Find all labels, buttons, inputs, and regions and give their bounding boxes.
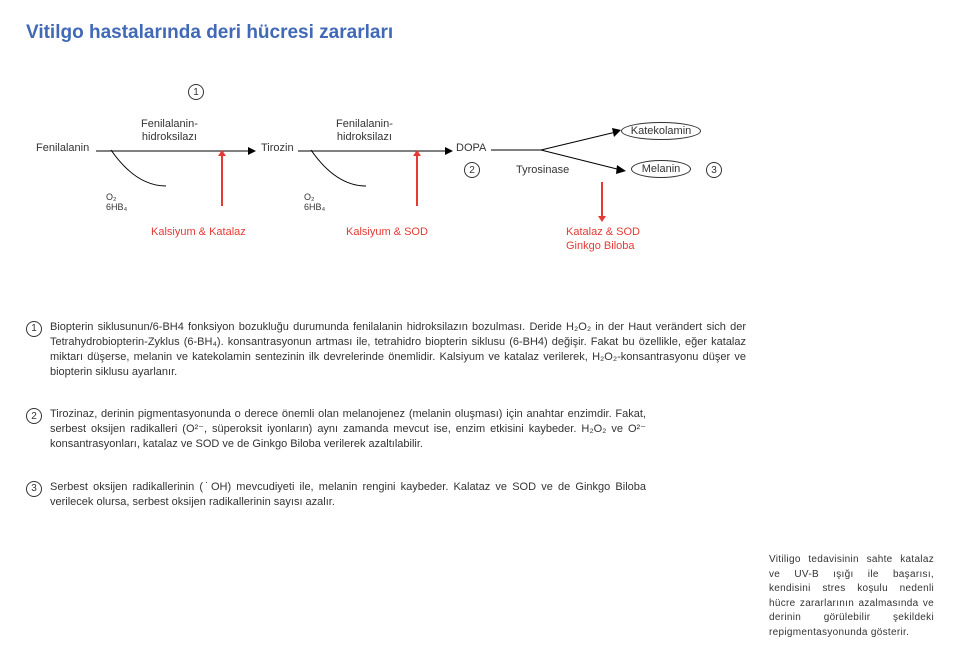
red-up-2 [416, 156, 418, 206]
circle-3: 3 [706, 162, 722, 178]
para-3-num: 3 [26, 481, 42, 497]
node-dopa: DOPA [456, 142, 486, 154]
page-title: Vitilgo hastalarında deri hücresi zararl… [26, 22, 934, 44]
node-tirozin: Tirozin [261, 142, 294, 154]
branch-lines [491, 132, 631, 180]
para-2: 2 Tirozinaz, derinin pigmentasyonunda o … [26, 407, 646, 452]
para-2-text: Tirozinaz, derinin pigmentasyonunda o de… [50, 407, 646, 452]
circle-2: 2 [464, 162, 480, 178]
para-2-num: 2 [26, 408, 42, 424]
cof-kk: Kalsiyum & Katalaz [151, 226, 246, 238]
para-3-text: Serbest oksijen radikallerinin (˙OH) mev… [50, 480, 646, 510]
cof-ks: Kalsiyum & SOD [346, 226, 428, 238]
node-melanin: Melanin [631, 160, 691, 178]
pathway-diagram: 1 Fenilalanin Fenilalanin- hidroksilazı … [36, 84, 934, 294]
sidebar-note: Vitiligo tedavisinin sahte katalaz ve UV… [769, 553, 934, 640]
node-fenilalanin: Fenilalanin [36, 142, 89, 154]
para-1-num: 1 [26, 321, 42, 337]
node-fahyd2: Fenilalanin- hidroksilazı [336, 118, 393, 143]
curve-1 [111, 150, 211, 191]
para-1-text: Biopterin siklusunun/6-BH4 fonksiyon boz… [50, 320, 746, 379]
sub-o2b: O₂ 6HB₄ [304, 192, 325, 212]
circle-1: 1 [188, 84, 204, 100]
node-fahyd1: Fenilalanin- hidroksilazı [141, 118, 198, 143]
para-3: 3 Serbest oksijen radikallerinin (˙OH) m… [26, 480, 646, 510]
cof-katsod: Katalaz & SOD [566, 226, 640, 238]
cof-ginkgo: Ginkgo Biloba [566, 240, 635, 252]
curve-2 [311, 150, 411, 191]
sub-o2a: O₂ 6HB₄ [106, 192, 127, 212]
node-katekolamin: Katekolamin [621, 122, 701, 140]
red-down-1 [601, 182, 603, 216]
red-up-1 [221, 156, 223, 206]
para-1: 1 Biopterin siklusunun/6-BH4 fonksiyon b… [26, 320, 746, 379]
